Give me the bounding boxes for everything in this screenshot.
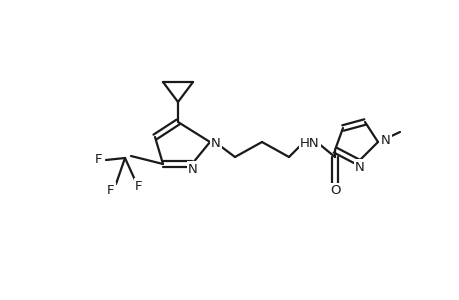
Text: N: N [188,163,197,176]
Text: O: O [330,184,341,197]
Text: F: F [95,152,102,166]
Text: F: F [107,184,114,196]
Text: HN: HN [300,136,319,149]
Text: N: N [380,134,390,146]
Text: N: N [354,160,364,173]
Text: F: F [135,179,142,193]
Text: N: N [211,136,220,149]
